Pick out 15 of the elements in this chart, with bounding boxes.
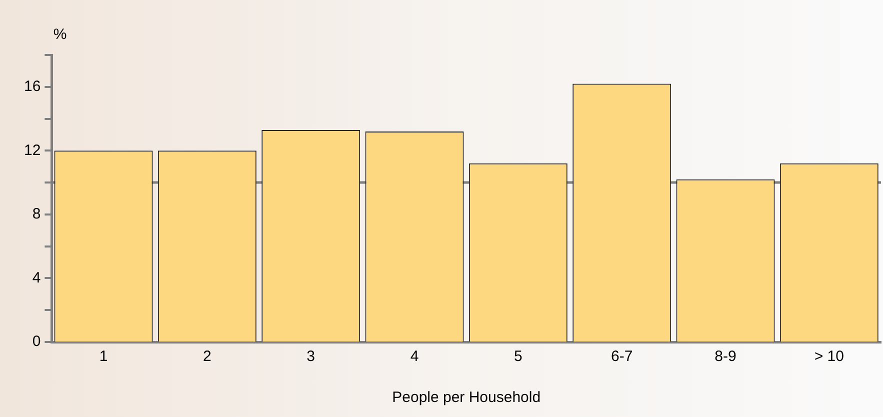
x-tick-label: 5: [514, 348, 522, 366]
x-tick-label: 3: [306, 348, 316, 366]
x-tick-label: 8-9: [714, 348, 736, 366]
y-tick-label: 12: [24, 142, 41, 159]
x-tick-label: 4: [410, 348, 419, 366]
x-tick-label: > 10: [814, 348, 844, 366]
y-tick-label: 0: [32, 333, 41, 350]
x-tick-label: 1: [99, 348, 108, 366]
x-axis-title: People per Household: [392, 389, 541, 406]
y-axis-title: %: [53, 26, 67, 43]
x-tick-label: 2: [203, 348, 212, 366]
y-tick-label: 16: [24, 78, 41, 96]
x-tick-label: 6-7: [610, 348, 633, 366]
y-tick-label: 8: [32, 206, 41, 223]
y-tick-label: 4: [32, 269, 41, 286]
